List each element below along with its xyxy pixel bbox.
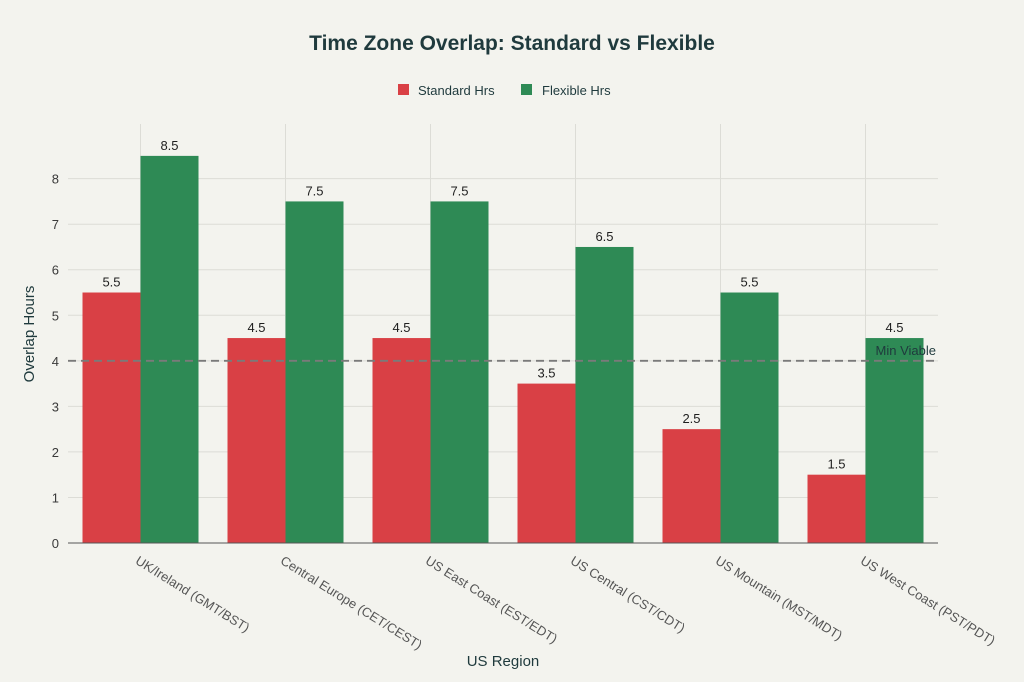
data-label: 2.5 <box>682 411 700 426</box>
data-label: 4.5 <box>885 320 903 335</box>
y-tick-label: 8 <box>52 172 59 187</box>
bar-standard <box>807 474 866 543</box>
bar-flexible <box>285 201 344 543</box>
bars <box>82 155 924 543</box>
bar-flexible <box>430 201 489 543</box>
legend-label-standard: Standard Hrs <box>418 83 495 98</box>
data-label: 4.5 <box>392 320 410 335</box>
x-tick-label: Central Europe (CET/CEST) <box>278 553 425 653</box>
y-tick-label: 5 <box>52 308 59 323</box>
y-tick-label: 2 <box>52 445 59 460</box>
x-tick-label: US West Coast (PST/PDT) <box>858 553 998 648</box>
y-axis-ticks: 0 1 2 3 4 5 6 7 8 <box>52 172 59 551</box>
y-tick-label: 4 <box>52 354 59 369</box>
bar-flexible <box>140 155 199 543</box>
legend: Standard Hrs Flexible Hrs <box>398 83 611 98</box>
y-tick-label: 3 <box>52 399 59 414</box>
data-label: 5.5 <box>102 275 120 290</box>
x-axis-ticks: UK/Ireland (GMT/BST) Central Europe (CET/… <box>133 553 998 653</box>
data-label: 1.5 <box>827 457 845 472</box>
data-label: 7.5 <box>450 183 468 198</box>
bar-standard <box>662 429 721 543</box>
data-labels: 5.5 8.5 4.5 7.5 4.5 7.5 3.5 6.5 2.5 5.5 1.5 4.5 <box>102 138 903 472</box>
bar-standard <box>82 292 141 543</box>
data-label: 8.5 <box>160 138 178 153</box>
reference-line-group: Min Viable <box>68 343 938 362</box>
y-tick-label: 7 <box>52 217 59 232</box>
y-tick-label: 1 <box>52 490 59 505</box>
bar-flexible <box>865 338 924 543</box>
x-tick-label: UK/Ireland (GMT/BST) <box>133 553 252 635</box>
y-axis-title: Overlap Hours <box>21 286 38 383</box>
bar-flexible <box>575 246 634 543</box>
x-tick-label: US Mountain (MST/MDT) <box>713 553 845 643</box>
bar-flexible <box>720 292 779 543</box>
legend-swatch-flexible <box>521 84 532 95</box>
bar-standard <box>227 338 286 543</box>
chart-title: Time Zone Overlap: Standard vs Flexible <box>309 32 715 55</box>
bar-standard <box>372 338 431 543</box>
data-label: 3.5 <box>537 366 555 381</box>
x-axis-title: US Region <box>467 653 540 670</box>
legend-label-flexible: Flexible Hrs <box>542 83 611 98</box>
y-tick-label: 0 <box>52 536 59 551</box>
x-tick-label: US Central (CST/CDT) <box>568 553 688 636</box>
data-label: 5.5 <box>740 275 758 290</box>
legend-swatch-standard <box>398 84 409 95</box>
bar-standard <box>517 383 576 543</box>
data-label: 6.5 <box>595 229 613 244</box>
y-tick-label: 6 <box>52 263 59 278</box>
x-tick-label: US East Coast (EST/EDT) <box>423 553 560 646</box>
data-label: 7.5 <box>305 183 323 198</box>
data-label: 4.5 <box>247 320 265 335</box>
reference-line-label: Min Viable <box>876 343 936 358</box>
